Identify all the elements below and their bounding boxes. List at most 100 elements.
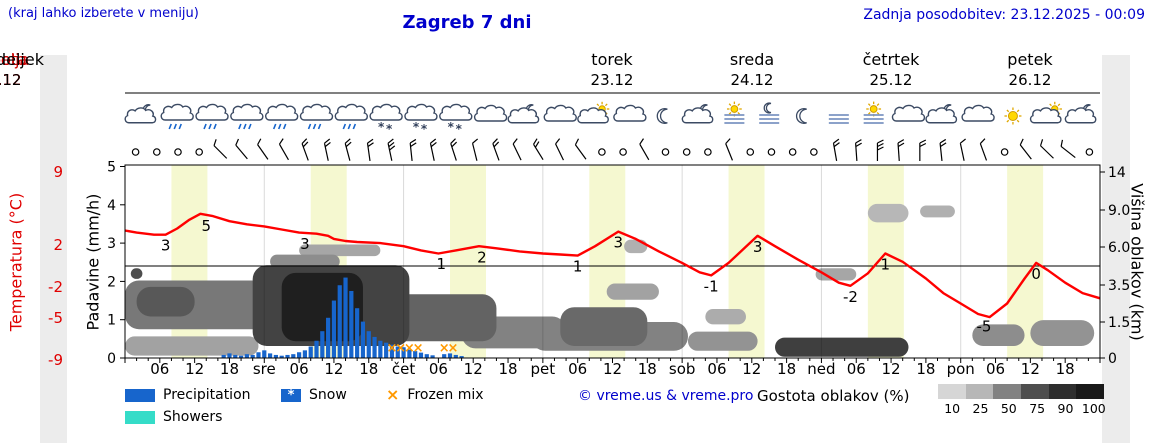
- cloud-density-cell: [938, 384, 966, 399]
- x-tick-label: 12: [185, 360, 204, 378]
- cloud-rain-icon: [160, 103, 194, 130]
- temperature-value-label: -2: [843, 288, 858, 306]
- wind-barb-icon: [855, 139, 862, 162]
- x-tick-label: pon: [947, 360, 975, 378]
- x-tick-label: 12: [882, 360, 901, 378]
- copyright-link[interactable]: © vreme.us & vreme.pro: [578, 388, 754, 404]
- precip-bar: [407, 349, 412, 358]
- cloud-blob: [624, 239, 648, 254]
- precip-bar: [279, 355, 284, 358]
- showers-swatch: [125, 410, 155, 424]
- wind-barb-icon: [471, 138, 479, 161]
- x-tick-label: 18: [359, 360, 378, 378]
- legend-showers-label: Showers: [163, 409, 223, 425]
- day-date: 27.12: [0, 71, 22, 89]
- wind-barb-icon: [639, 138, 650, 161]
- frozen-mix-icon: ×: [386, 385, 400, 404]
- calm-wind-icon: [1000, 148, 1009, 156]
- gridlines: [125, 165, 1100, 358]
- sun-icon: [1004, 107, 1022, 125]
- x-tick-label: ned: [807, 360, 835, 378]
- cloud-rain-icon: [195, 103, 229, 130]
- right-axis-strip: [1102, 55, 1130, 443]
- temp-tick-label: -9: [48, 351, 63, 369]
- precip-tick-label: 5: [107, 160, 116, 176]
- cloud-blob: [705, 309, 746, 325]
- temp-tick-label: -5: [48, 309, 63, 327]
- cloud-blob: [775, 337, 909, 357]
- x-tick-label: sob: [669, 360, 696, 378]
- precip-bar: [413, 351, 418, 358]
- svg-text:*: *: [456, 122, 463, 136]
- temperature-value-label: 1: [880, 255, 890, 273]
- temperature-value-label: 3: [300, 235, 310, 253]
- precip-tick-label: 4: [107, 198, 116, 214]
- precip-bar: [273, 354, 278, 358]
- cloud-rain-icon: [334, 103, 368, 130]
- wind-barb-icon: [409, 138, 417, 162]
- svg-text:*: *: [378, 120, 385, 134]
- precip-bar: [337, 285, 342, 358]
- x-tick-label: 06: [290, 360, 309, 378]
- wind-barb-icon: [1039, 139, 1054, 159]
- frozen-mix-marker: ×: [447, 341, 458, 356]
- menu-hint: (kraj lahko izberete v meniju): [8, 6, 199, 21]
- day-date: 23.12: [590, 71, 634, 89]
- x-tick-label: pet: [531, 360, 556, 378]
- wind-barb-icon: [555, 138, 564, 161]
- temp-tick-label: 2: [53, 236, 63, 254]
- precip-tick-label: 0: [107, 351, 116, 367]
- x-tick-label: 18: [220, 360, 239, 378]
- moon-icon: [656, 108, 668, 124]
- precip-bar: [326, 317, 331, 358]
- precipitation-bars: [221, 277, 464, 358]
- day-name: sobota: [0, 50, 28, 69]
- legend-frozen-mix: × Frozen mix: [386, 385, 484, 404]
- wind-barb-icon: [959, 138, 966, 161]
- cloud-density-cell: [993, 384, 1022, 399]
- x-tick-label: 12: [742, 360, 761, 378]
- left-axis-strip: [40, 55, 67, 443]
- x-tick-label: 06: [847, 360, 866, 378]
- wind-barb-icon: [876, 139, 884, 161]
- x-tick-label: sre: [253, 360, 276, 378]
- precipitation-axis-label: Padavine (mm/h): [83, 193, 103, 331]
- temperature-value-label: 1: [437, 255, 447, 273]
- precip-bar: [360, 321, 366, 358]
- cloud-blob: [1030, 320, 1095, 346]
- cloud-blob: [920, 205, 955, 218]
- temperature-value-label: 3: [161, 237, 171, 255]
- cloud-density-cell: [1048, 384, 1077, 399]
- axis-ticks: [120, 166, 1105, 363]
- frozen-mix-markers: ×××× ××: [387, 341, 459, 356]
- wind-barb-icon: [939, 138, 947, 162]
- x-tick-label: čet: [392, 360, 415, 378]
- cloud-tick-label: 6.0: [1108, 240, 1130, 256]
- precip-bar: [320, 331, 325, 358]
- precip-bar: [308, 346, 313, 358]
- cloud-blob: [299, 244, 381, 257]
- svg-text:*: *: [448, 120, 455, 134]
- cloud-blob: [130, 268, 143, 279]
- calm-wind-icon: [598, 148, 606, 156]
- precip-bar: [227, 353, 232, 358]
- precip-tick-label: 3: [107, 236, 116, 252]
- x-tick-label: 18: [1056, 360, 1075, 378]
- precip-bar: [256, 352, 261, 358]
- calm-wind-icon: [195, 148, 203, 156]
- wind-barb-icon: [832, 138, 840, 161]
- cloud-blob: [136, 286, 195, 317]
- cloud-blob: [281, 272, 363, 342]
- wind-barb-icon: [512, 138, 522, 161]
- legend-precipitation: Precipitation: [125, 387, 251, 403]
- wind-barb-icon: [1060, 139, 1076, 159]
- snow-swatch: *: [281, 388, 301, 402]
- cloud-height-axis-label: Višina oblakov (km): [1127, 183, 1147, 341]
- frozen-mix-marker: ×: [395, 341, 406, 356]
- day-header-sreda: sreda 24.12: [730, 50, 774, 90]
- wind-barb-icon: [574, 138, 587, 160]
- frozen-mix-marker: ×: [387, 341, 398, 356]
- wind-barb-icon: [387, 138, 396, 161]
- day-header-petek: petek 26.12: [1007, 50, 1052, 90]
- cloud-rain-icon: [299, 103, 334, 130]
